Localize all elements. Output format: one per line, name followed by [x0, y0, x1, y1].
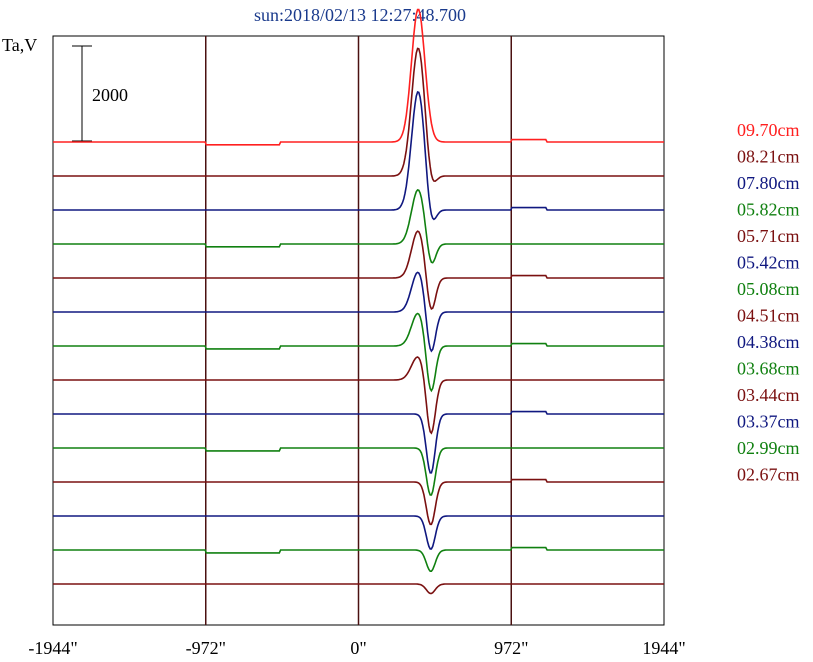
legend-entry: 03.44cm [737, 385, 800, 405]
x-tick-labels: -1944" -972" 0" 972" 1944" [28, 638, 685, 658]
chart-title: sun:2018/02/13 12:27:48.700 [254, 5, 466, 25]
x-tick-label-2: 0" [350, 638, 366, 658]
trace-03-68cm [53, 447, 664, 496]
trace-05-71cm [53, 230, 664, 311]
traces [53, 8, 664, 595]
x-tick-label-3: 972" [494, 638, 528, 658]
legend-entry: 05.82cm [737, 200, 800, 220]
trace-02-99cm [53, 546, 664, 572]
trace-05-42cm [53, 271, 664, 353]
legend-entry: 04.38cm [737, 332, 800, 352]
trace-05-08cm [53, 312, 664, 393]
x-tick-label-0: -1944" [28, 638, 77, 658]
legend-entry: 08.21cm [737, 147, 800, 167]
grid-lines [205, 36, 512, 625]
trace-03-37cm [53, 515, 664, 550]
trace-03-44cm [53, 478, 664, 526]
trace-04-38cm [53, 410, 664, 474]
legend-entry: 05.71cm [737, 226, 800, 246]
trace-05-82cm [53, 188, 664, 264]
trace-02-67cm [53, 583, 664, 595]
legend: 09.70cm 08.21cm 07.80cm 05.82cm 05.71cm 05.42… [737, 120, 800, 485]
legend-entry: 07.80cm [737, 173, 800, 193]
x-tick-label-1: -972" [186, 638, 226, 658]
trace-08-21cm [53, 47, 664, 183]
trace-09-70cm [53, 8, 664, 146]
trace-04-51cm [53, 356, 664, 435]
legend-entry: 02.99cm [737, 438, 800, 458]
scale-bar-label: 2000 [92, 85, 128, 105]
x-tick-label-4: 1944" [642, 638, 685, 658]
legend-entry: 02.67cm [737, 465, 800, 485]
legend-entry: 05.08cm [737, 279, 800, 299]
legend-entry: 05.42cm [737, 253, 800, 273]
scale-bar: 2000 [72, 45, 128, 142]
trace-07-80cm [53, 90, 664, 221]
legend-entry: 09.70cm [737, 120, 800, 140]
legend-entry: 04.51cm [737, 306, 800, 326]
y-axis-label: Ta,V [2, 35, 37, 55]
legend-entry: 03.68cm [737, 359, 800, 379]
legend-entry: 03.37cm [737, 412, 800, 432]
